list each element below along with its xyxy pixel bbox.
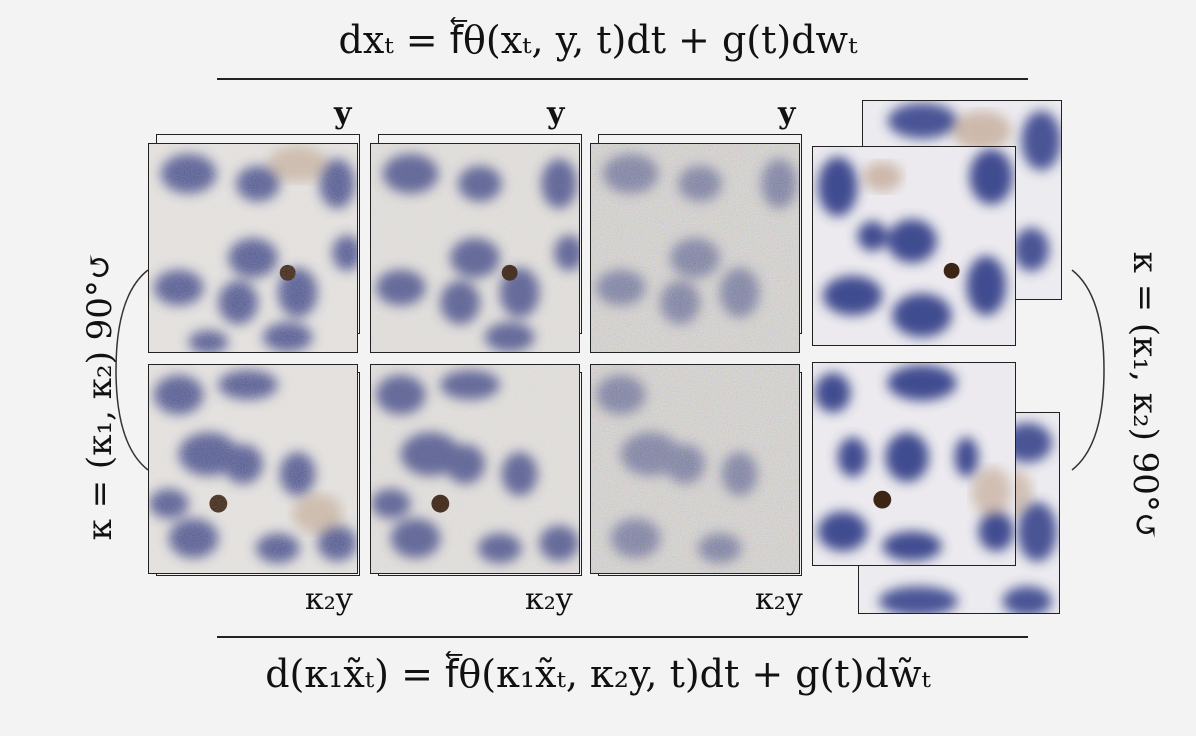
tile-r1c2-low-noise xyxy=(370,143,580,353)
tile-r2c2-low-noise xyxy=(370,364,580,574)
transformed-sde-equation: d(κ₁x̃ₜ) = f⃖θ(κ₁x̃ₜ, κ₂y, t)dt + g(t)dw… xyxy=(265,652,931,696)
tile-r2c4-rotated-front xyxy=(812,362,1016,566)
right-brace xyxy=(1071,269,1105,471)
label-y-col1: y xyxy=(334,96,352,131)
tile-r2c1-clean xyxy=(148,364,358,574)
forward-sde-equation: dxₜ = f⃖θ(xₜ, y, t)dt + g(t)dwₜ xyxy=(338,18,858,62)
bottom-rule xyxy=(217,636,1028,638)
label-k2y-col2: κ₂y xyxy=(525,582,573,617)
label-y-col3: y xyxy=(778,96,796,131)
tile-r2c3-high-noise xyxy=(590,364,800,574)
left-brace xyxy=(115,269,149,471)
top-rule xyxy=(217,78,1028,80)
tile-r1c1-clean xyxy=(148,143,358,353)
label-y-col2: y xyxy=(547,96,565,131)
label-k2y-col3: κ₂y xyxy=(755,582,803,617)
tile-r1c3-high-noise xyxy=(590,143,800,353)
label-k2y-col1: κ₂y xyxy=(305,582,353,617)
right-transform-label: κ = (κ₁, κ₂) 90°↺ xyxy=(1125,251,1165,541)
tile-r1c4-rotated-front xyxy=(812,146,1016,346)
